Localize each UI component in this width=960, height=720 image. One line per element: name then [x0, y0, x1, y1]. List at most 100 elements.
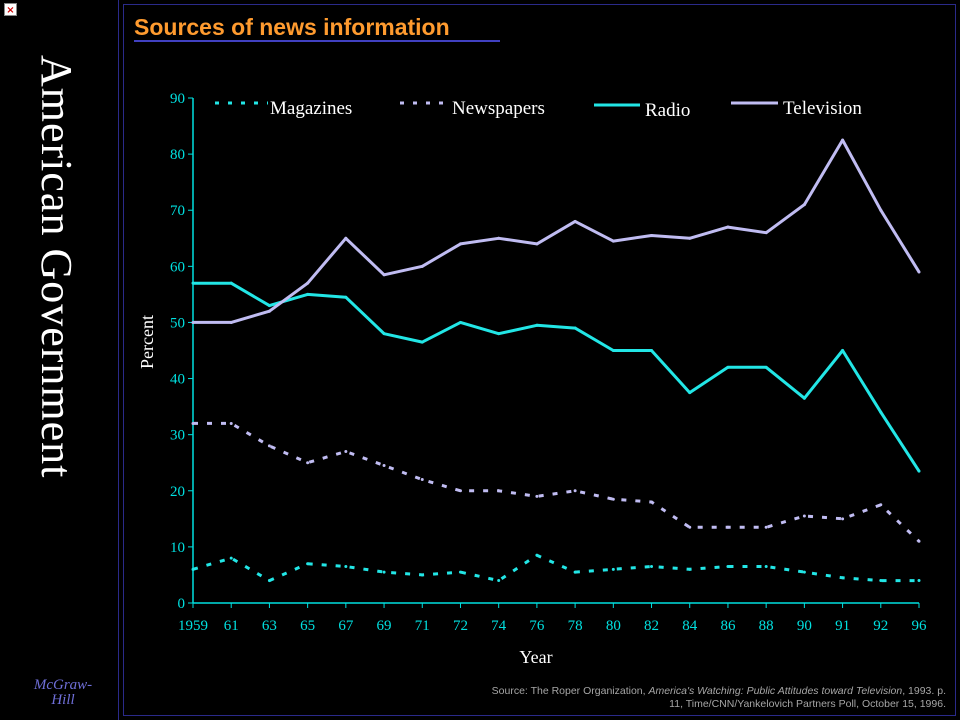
data-point-radio: [650, 349, 654, 352]
data-point-radio: [535, 323, 539, 327]
data-point-newspapers: [802, 514, 806, 518]
y-tick-label: 10: [170, 540, 185, 556]
y-tick-label: 50: [170, 315, 185, 331]
data-point-radio: [420, 340, 424, 344]
data-point-newspapers: [458, 489, 462, 493]
data-point-radio: [497, 332, 501, 336]
data-point-television: [229, 320, 233, 324]
y-tick-label: 60: [170, 259, 185, 275]
source-citation: Source: The Roper Organization, America'…: [480, 685, 946, 711]
data-point-magazines: [841, 576, 845, 580]
x-tick-label: 82: [644, 618, 659, 634]
data-point-television: [650, 233, 654, 237]
series-line-television: [193, 138, 921, 324]
source-prefix: Source: The Roper Organization,: [491, 685, 649, 697]
data-point-television: [841, 138, 845, 142]
chart-title: Sources of news information: [134, 14, 450, 40]
data-point-radio: [344, 295, 348, 299]
x-tick-label: 1959: [178, 618, 208, 634]
x-tick-label: 84: [682, 618, 698, 634]
data-point-television: [382, 273, 386, 277]
legend-label-radio: Radio: [645, 100, 690, 121]
data-point-television: [420, 264, 424, 268]
source-title: America's Watching: Public Attitudes tow…: [648, 685, 903, 697]
data-point-radio: [458, 320, 462, 324]
data-point-radio: [688, 391, 692, 395]
y-tick-label: 40: [170, 372, 185, 388]
data-point-newspapers: [344, 450, 348, 453]
data-point-newspapers: [420, 478, 424, 482]
data-point-television: [267, 309, 271, 313]
y-tick-label: 0: [178, 596, 186, 612]
data-point-television: [306, 281, 310, 285]
series-line-newspapers: [193, 421, 921, 543]
data-point-television: [726, 225, 730, 229]
legend-label-magazines: Magazines: [270, 98, 352, 119]
data-point-television: [879, 208, 883, 212]
data-point-magazines: [573, 570, 577, 574]
data-point-newspapers: [650, 500, 654, 504]
data-point-radio: [611, 349, 615, 352]
y-tick-label: 80: [170, 147, 185, 163]
y-tick-label: 90: [170, 91, 185, 107]
x-tick-label: 86: [720, 618, 736, 634]
legend-label-newspapers: Newspapers: [452, 98, 545, 119]
data-point-newspapers: [267, 444, 271, 448]
data-point-magazines: [420, 573, 424, 577]
data-point-radio: [841, 349, 845, 352]
data-point-radio: [764, 365, 768, 369]
title-underline: [134, 40, 500, 42]
data-point-television: [573, 219, 577, 223]
data-point-newspapers: [573, 489, 577, 493]
data-point-television: [764, 231, 768, 235]
x-tick-label: 69: [377, 618, 392, 634]
legend-label-television: Television: [783, 98, 862, 119]
data-point-newspapers: [917, 539, 921, 543]
data-point-television: [191, 320, 195, 324]
data-point-television: [497, 236, 501, 240]
data-point-radio: [573, 326, 577, 330]
x-axis-label: Year: [519, 647, 552, 667]
data-point-newspapers: [611, 497, 615, 501]
data-point-newspapers: [306, 461, 310, 465]
x-tick-label: 72: [453, 618, 468, 634]
data-point-television: [344, 236, 348, 240]
publisher-line-1: McGraw-: [33, 677, 93, 693]
x-tick-label: 65: [300, 618, 315, 634]
close-icon[interactable]: ×: [4, 3, 17, 16]
sidebar: × American Government McGraw- Hill: [0, 0, 119, 720]
data-point-radio: [191, 281, 195, 285]
data-point-magazines: [764, 565, 768, 569]
data-point-magazines: [611, 567, 615, 571]
data-point-radio: [267, 304, 271, 308]
data-point-newspapers: [879, 503, 883, 507]
data-point-newspapers: [764, 525, 768, 529]
data-point-television: [802, 203, 806, 207]
data-point-radio: [306, 292, 310, 296]
x-tick-label: 80: [606, 618, 621, 634]
data-point-magazines: [879, 579, 883, 583]
data-point-radio: [726, 365, 730, 369]
data-point-magazines: [382, 570, 386, 574]
data-point-radio: [879, 410, 883, 414]
data-point-magazines: [917, 579, 921, 583]
x-tick-label: 74: [491, 618, 507, 634]
data-point-newspapers: [191, 421, 195, 425]
data-point-newspapers: [535, 494, 539, 498]
x-tick-label: 92: [873, 618, 888, 634]
series-line-magazines: [192, 553, 919, 583]
x-tick-label: 96: [912, 618, 928, 634]
y-tick-label: 20: [170, 484, 185, 500]
publisher-line-2: Hill: [51, 692, 75, 708]
data-point-magazines: [802, 570, 806, 574]
data-point-magazines: [726, 565, 730, 569]
data-point-television: [917, 270, 921, 274]
data-point-television: [688, 236, 692, 240]
data-point-magazines: [229, 556, 233, 560]
data-point-magazines: [306, 562, 310, 566]
data-point-newspapers: [688, 525, 692, 529]
data-point-television: [611, 239, 615, 243]
data-point-magazines: [458, 570, 462, 574]
publisher-logo: McGraw- Hill: [22, 678, 104, 708]
